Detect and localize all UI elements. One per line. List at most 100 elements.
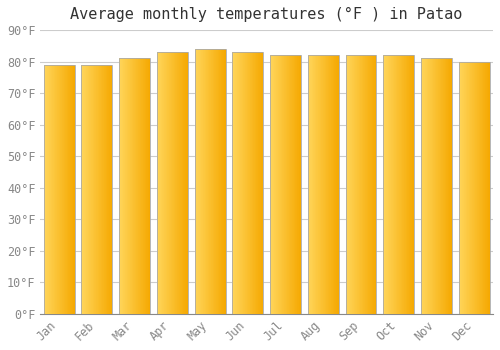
Bar <box>70 65 71 314</box>
Bar <box>202 49 203 314</box>
Bar <box>348 55 349 314</box>
Bar <box>243 52 244 314</box>
Bar <box>98 65 99 314</box>
Bar <box>273 55 274 314</box>
Bar <box>148 58 149 314</box>
Bar <box>120 58 121 314</box>
Bar <box>108 65 110 314</box>
Bar <box>445 58 446 314</box>
Bar <box>448 58 449 314</box>
Bar <box>84 65 85 314</box>
Bar <box>181 52 182 314</box>
Bar <box>104 65 105 314</box>
Bar <box>356 55 358 314</box>
Bar <box>127 58 128 314</box>
Bar <box>372 55 373 314</box>
Bar <box>242 52 243 314</box>
Bar <box>123 58 124 314</box>
Bar <box>359 55 360 314</box>
Bar <box>334 55 335 314</box>
Bar <box>180 52 181 314</box>
Bar <box>62 65 63 314</box>
Bar <box>183 52 184 314</box>
Bar <box>170 52 171 314</box>
Bar <box>280 55 281 314</box>
Bar <box>240 52 241 314</box>
Bar <box>351 55 352 314</box>
Bar <box>364 55 366 314</box>
Bar <box>300 55 301 314</box>
Bar <box>384 55 414 314</box>
Bar <box>102 65 103 314</box>
Bar <box>134 58 135 314</box>
Bar <box>429 58 430 314</box>
Bar <box>200 49 201 314</box>
Bar <box>206 49 207 314</box>
Bar <box>394 55 395 314</box>
Bar <box>486 62 487 314</box>
Bar <box>164 52 165 314</box>
Bar <box>393 55 394 314</box>
Bar <box>119 58 150 314</box>
Bar <box>253 52 254 314</box>
Bar <box>482 62 483 314</box>
Bar <box>447 58 448 314</box>
Bar <box>431 58 432 314</box>
Bar <box>408 55 410 314</box>
Bar <box>337 55 338 314</box>
Bar <box>489 62 490 314</box>
Bar <box>370 55 371 314</box>
Bar <box>281 55 282 314</box>
Bar <box>254 52 255 314</box>
Bar <box>172 52 173 314</box>
Bar <box>392 55 393 314</box>
Bar <box>146 58 147 314</box>
Bar <box>299 55 300 314</box>
Bar <box>286 55 287 314</box>
Bar <box>141 58 142 314</box>
Bar <box>135 58 136 314</box>
Bar <box>358 55 359 314</box>
Bar <box>413 55 414 314</box>
Bar <box>162 52 163 314</box>
Bar <box>353 55 354 314</box>
Bar <box>194 49 195 314</box>
Bar <box>61 65 62 314</box>
Bar <box>439 58 440 314</box>
Bar <box>462 62 463 314</box>
Bar <box>259 52 260 314</box>
Bar <box>232 52 233 314</box>
Bar <box>136 58 137 314</box>
Bar <box>396 55 397 314</box>
Bar <box>407 55 408 314</box>
Bar <box>412 55 413 314</box>
Bar <box>224 49 225 314</box>
Bar <box>484 62 486 314</box>
Bar <box>460 62 461 314</box>
Bar <box>346 55 347 314</box>
Bar <box>389 55 390 314</box>
Bar <box>318 55 319 314</box>
Bar <box>442 58 444 314</box>
Bar <box>354 55 355 314</box>
Bar <box>476 62 478 314</box>
Bar <box>329 55 330 314</box>
Bar <box>386 55 387 314</box>
Bar <box>464 62 465 314</box>
Bar <box>50 65 51 314</box>
Bar <box>410 55 411 314</box>
Bar <box>461 62 462 314</box>
Bar <box>362 55 363 314</box>
Bar <box>403 55 404 314</box>
Bar <box>366 55 367 314</box>
Bar <box>241 52 242 314</box>
Bar <box>261 52 262 314</box>
Bar <box>255 52 256 314</box>
Bar <box>446 58 447 314</box>
Bar <box>260 52 261 314</box>
Bar <box>373 55 374 314</box>
Bar <box>46 65 47 314</box>
Bar <box>293 55 294 314</box>
Bar <box>248 52 249 314</box>
Bar <box>94 65 95 314</box>
